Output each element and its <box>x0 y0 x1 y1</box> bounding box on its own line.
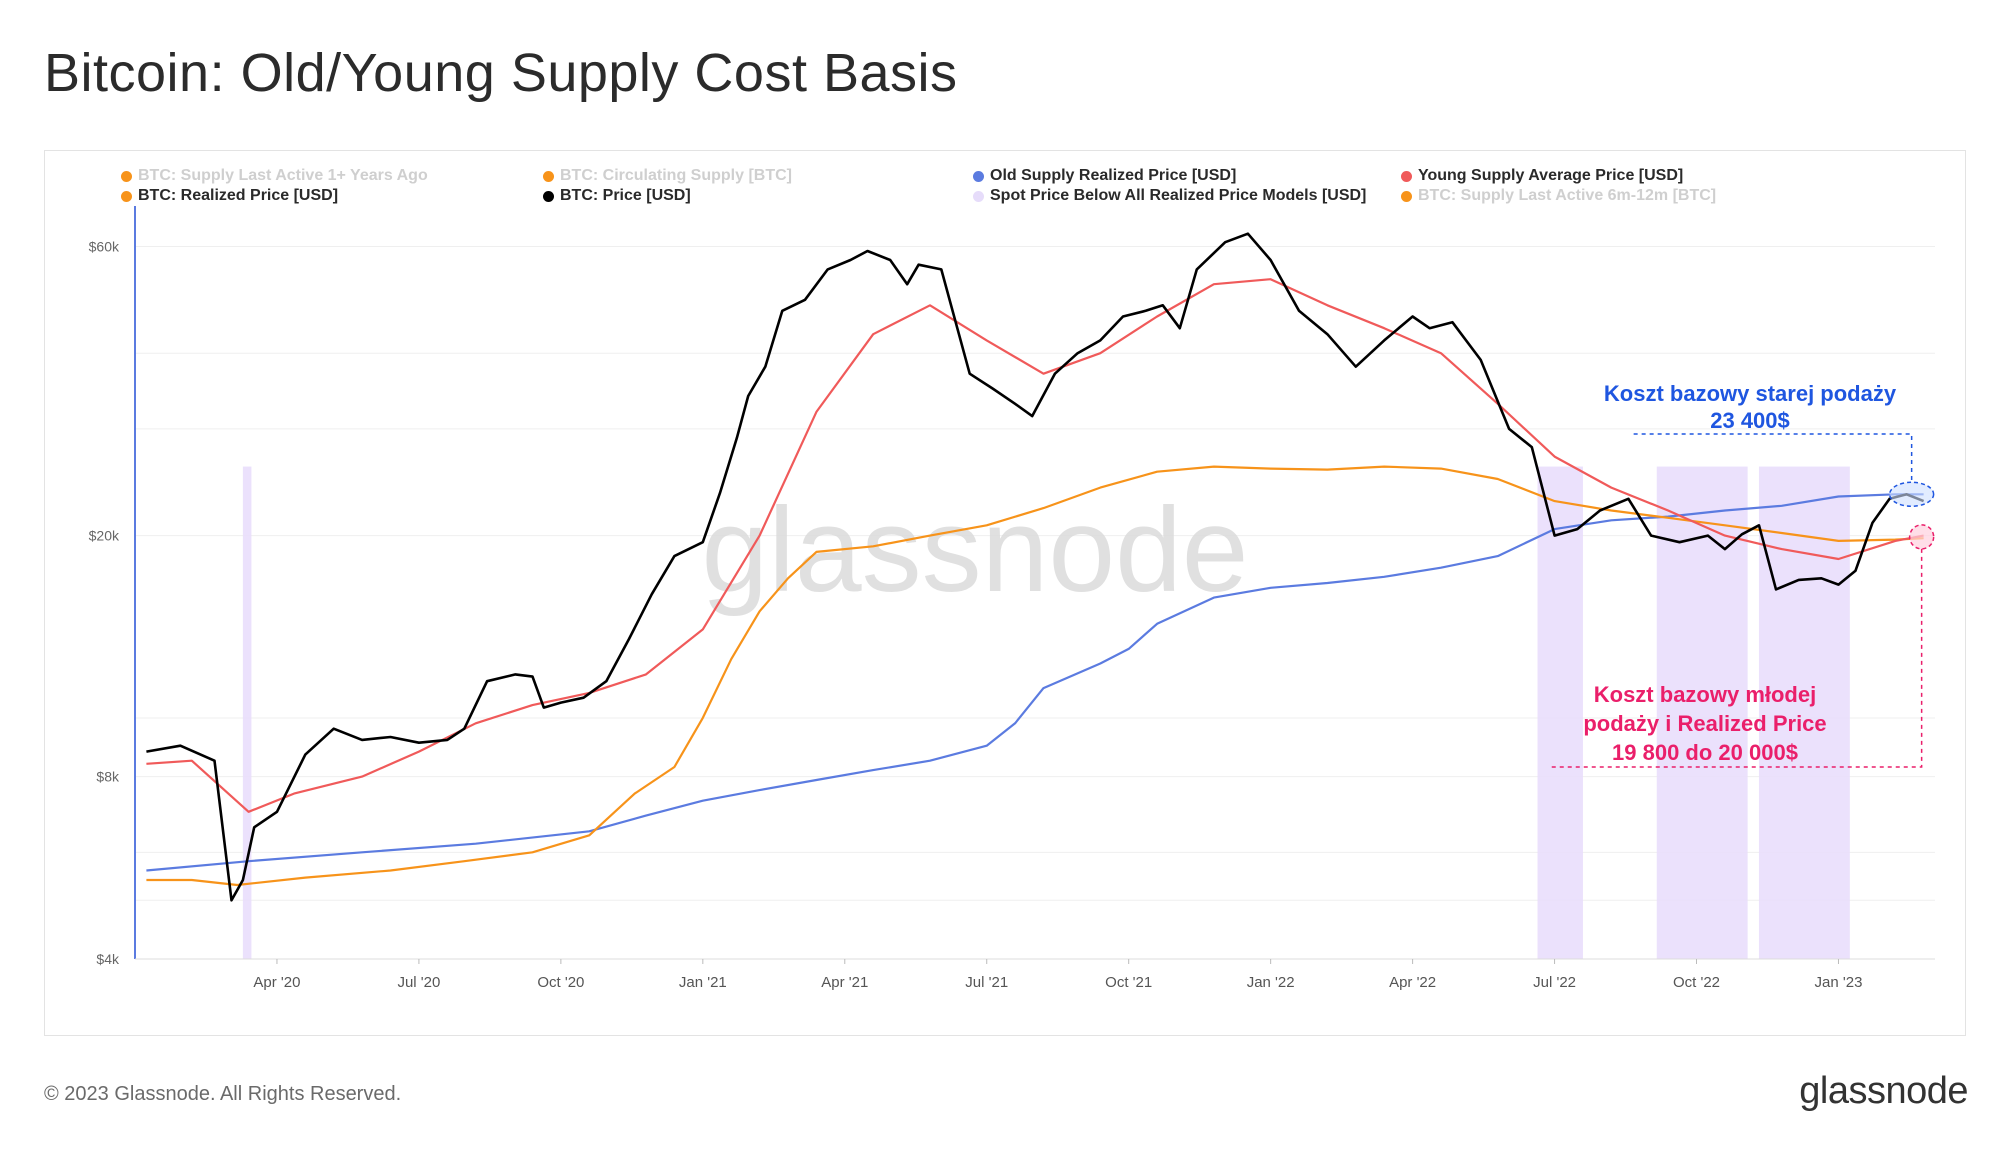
series-line <box>146 232 1925 902</box>
x-tick-label: Jan '21 <box>679 974 727 991</box>
young-supply-annotation-line2: podaży i Realized Price <box>1583 711 1827 736</box>
x-tick-label: Jan '22 <box>1247 974 1295 991</box>
legend-dot-icon <box>121 170 132 182</box>
chart-legend: BTC: Supply Last Active 1+ Years Ago BTC:… <box>45 151 1965 211</box>
legend-label: Old Supply Realized Price [USD] <box>990 167 1237 184</box>
legend-label: BTC: Supply Last Active 6m-12m [BTC] <box>1418 187 1717 204</box>
young-supply-marker <box>1908 524 1935 550</box>
legend-label: Young Supply Average Price [USD] <box>1418 167 1684 184</box>
legend-item[interactable]: BTC: Supply Last Active 6m-12m [BTC] <box>1401 187 1716 205</box>
legend-dot-icon <box>121 190 132 202</box>
legend-dot-icon <box>973 190 984 202</box>
footer-copyright: © 2023 Glassnode. All Rights Reserved. <box>44 1083 402 1105</box>
legend-item[interactable]: Young Supply Average Price [USD] <box>1401 167 1683 185</box>
y-tick-label: $8k <box>96 769 120 785</box>
series-line <box>146 278 1924 813</box>
y-tick-label: $4k <box>96 951 120 967</box>
spot-below-region <box>242 466 252 959</box>
spot-below-region <box>1656 466 1748 959</box>
x-tick-label: Oct '20 <box>537 974 584 991</box>
x-tick-label: Apr '21 <box>821 974 868 991</box>
legend-label: BTC: Supply Last Active 1+ Years Ago <box>138 167 428 184</box>
legend-item[interactable]: BTC: Realized Price [USD] <box>121 187 338 205</box>
legend-dot-icon <box>543 170 554 182</box>
legend-item[interactable]: Spot Price Below All Realized Price Mode… <box>973 187 1366 205</box>
x-tick-label: Jan '23 <box>1815 974 1863 991</box>
legend-dot-icon <box>1401 170 1412 182</box>
series-line <box>146 493 1924 872</box>
x-tick-label: Jul '20 <box>397 974 440 991</box>
old-supply-annotation-line1: Koszt bazowy starej podaży <box>1603 381 1897 406</box>
young-supply-annotation-line3: 19 800 do 20 000$ <box>1612 740 1798 765</box>
x-tick-label: Oct '21 <box>1105 974 1152 991</box>
legend-dot-icon <box>1401 190 1412 202</box>
young-supply-annotation-line1: Koszt bazowy młodej <box>1593 682 1817 707</box>
old-supply-annotation: Koszt bazowy starej podaży 23 400$ <box>1580 380 1920 434</box>
legend-dot-icon <box>543 190 554 202</box>
old-supply-marker <box>1888 481 1935 508</box>
spot-below-region <box>1758 466 1850 959</box>
chart-svg: $4k $8k $20k $60k glassnode Apr '20 Jul '20 Oct… <box>89 206 1935 991</box>
legend-item[interactable]: BTC: Circulating Supply [BTC] <box>543 167 792 185</box>
x-tick-label: Oct '22 <box>1673 974 1720 991</box>
y-tick-label: $60k <box>89 239 120 255</box>
young-supply-leader-line <box>1551 548 1923 768</box>
chart-panel: BTC: Supply Last Active 1+ Years Ago BTC:… <box>44 150 1966 1036</box>
legend-label: BTC: Realized Price [USD] <box>138 187 339 204</box>
legend-item[interactable]: Old Supply Realized Price [USD] <box>973 167 1236 185</box>
x-tick-label: Apr '22 <box>1389 974 1436 991</box>
x-tick-label: Apr '20 <box>253 974 300 991</box>
x-tick-label: Jul '21 <box>965 974 1008 991</box>
glassnode-logo: glassnode <box>1799 1070 1968 1112</box>
watermark-text: glassnode <box>701 483 1248 617</box>
legend-item[interactable]: BTC: Supply Last Active 1+ Years Ago <box>121 167 428 185</box>
young-supply-annotation: Koszt bazowy młodej podaży i Realized Pr… <box>1560 680 1850 767</box>
x-tick-label: Jul '22 <box>1533 974 1576 991</box>
spot-below-region <box>1537 466 1583 959</box>
old-supply-annotation-line2: 23 400$ <box>1710 408 1790 433</box>
legend-item[interactable]: BTC: Price [USD] <box>543 187 691 205</box>
series-line <box>146 465 1924 887</box>
y-tick-label: $20k <box>89 528 120 544</box>
legend-label: BTC: Price [USD] <box>560 187 691 204</box>
legend-label: Spot Price Below All Realized Price Mode… <box>990 187 1367 204</box>
legend-dot-icon <box>973 170 984 182</box>
page-title: Bitcoin: Old/Young Supply Cost Basis <box>44 43 958 103</box>
legend-label: BTC: Circulating Supply [BTC] <box>560 167 792 184</box>
